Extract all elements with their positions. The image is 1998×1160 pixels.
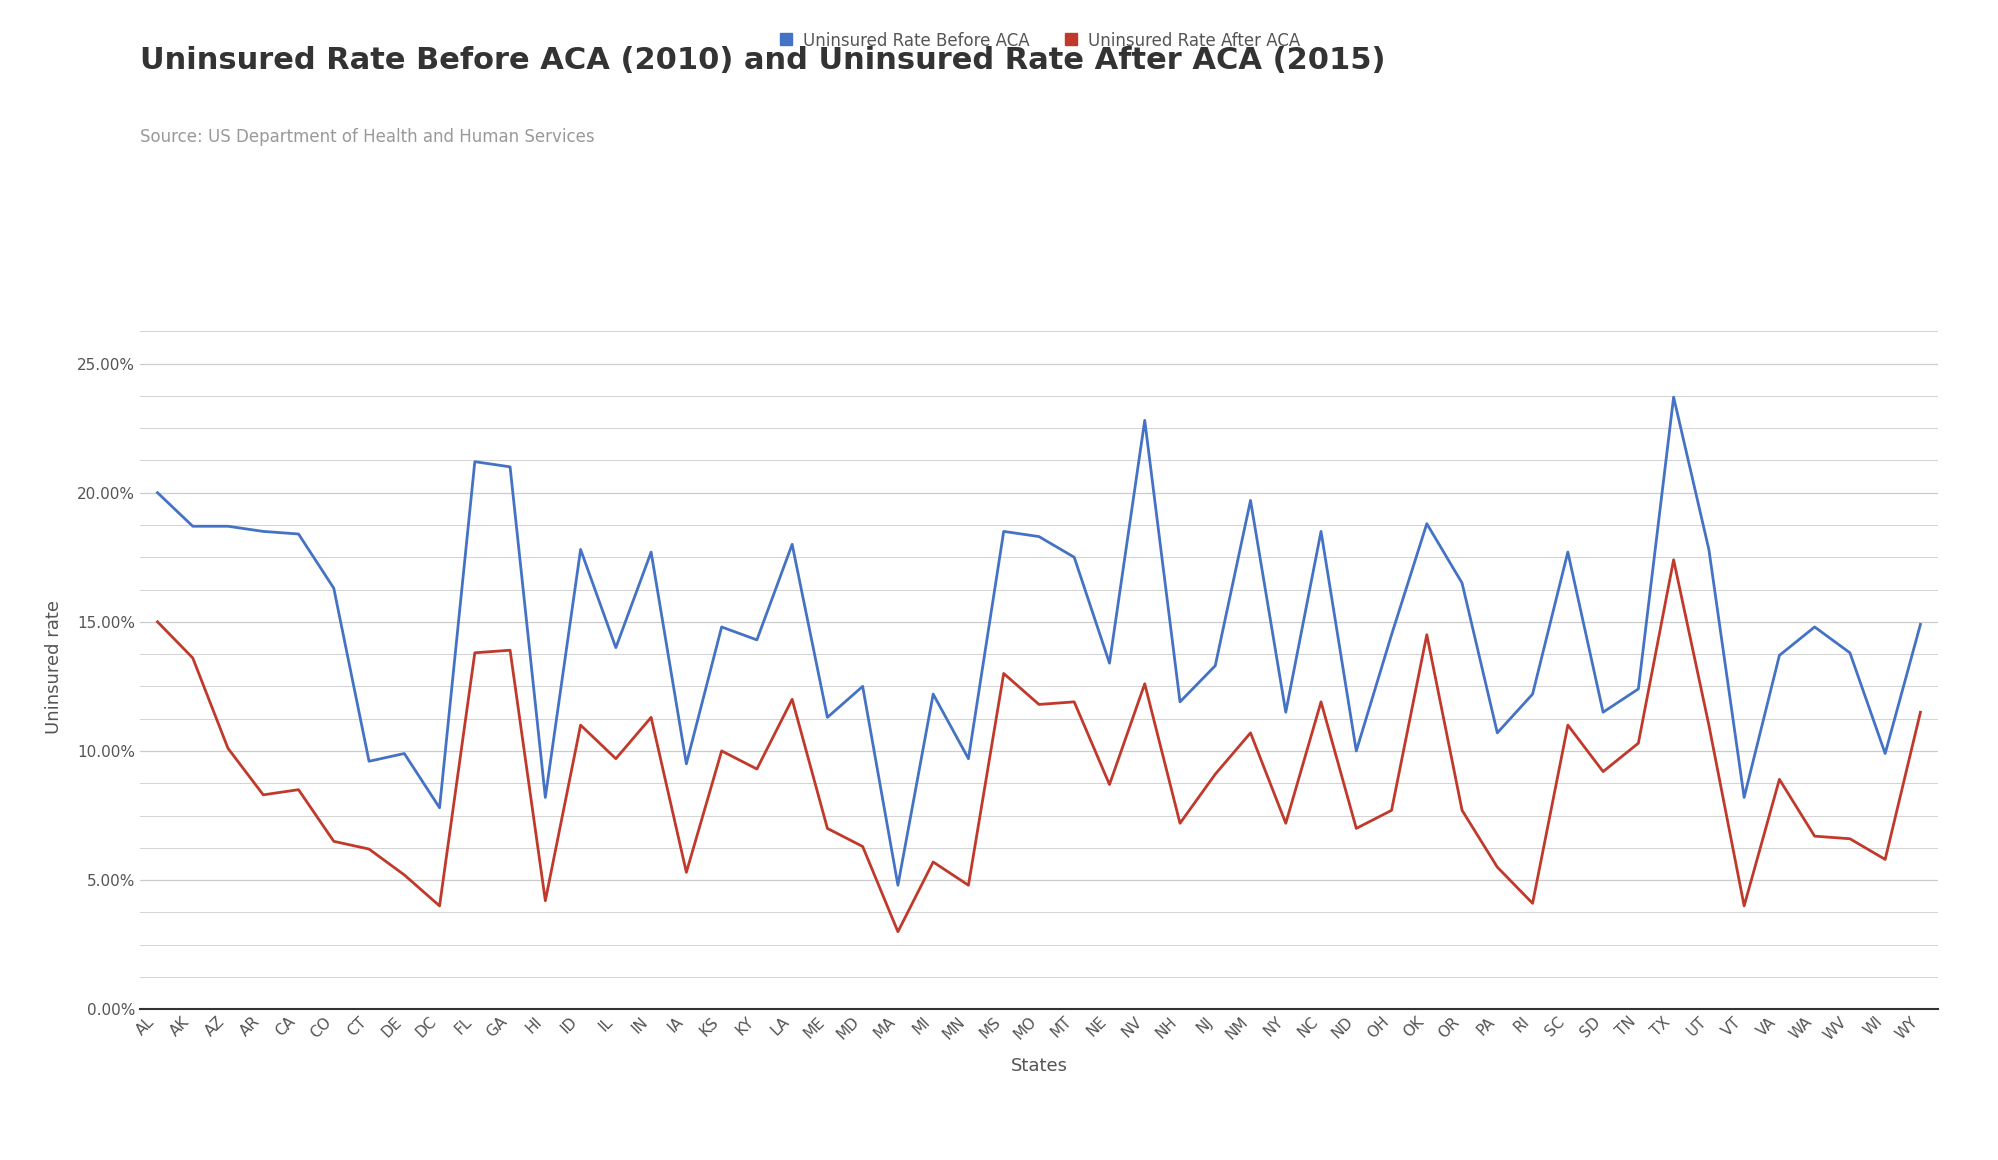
Uninsured Rate Before ACA xyxy=(885,878,909,892)
Uninsured Rate Before ACA xyxy=(709,619,733,633)
Uninsured Rate Before ACA xyxy=(1345,744,1369,757)
Uninsured Rate After ACA xyxy=(146,615,170,629)
Uninsured Rate After ACA xyxy=(709,744,733,757)
Uninsured Rate Before ACA xyxy=(533,790,557,804)
Uninsured Rate Before ACA xyxy=(1874,747,1898,761)
Text: Uninsured Rate Before ACA (2010) and Uninsured Rate After ACA (2015): Uninsured Rate Before ACA (2010) and Uni… xyxy=(140,46,1385,75)
Uninsured Rate After ACA xyxy=(1451,804,1475,818)
Y-axis label: Uninsured rate: Uninsured rate xyxy=(46,600,64,734)
Uninsured Rate Before ACA xyxy=(1908,617,1932,631)
Uninsured Rate After ACA xyxy=(1874,853,1898,867)
Text: Source: US Department of Health and Human Services: Source: US Department of Health and Huma… xyxy=(140,128,595,146)
Uninsured Rate Before ACA xyxy=(146,486,170,500)
Uninsured Rate After ACA xyxy=(1662,553,1686,567)
Uninsured Rate Before ACA xyxy=(675,756,699,770)
Line: Uninsured Rate After ACA: Uninsured Rate After ACA xyxy=(158,560,1920,931)
Uninsured Rate Before ACA xyxy=(1662,390,1686,404)
Legend: Uninsured Rate Before ACA, Uninsured Rate After ACA: Uninsured Rate Before ACA, Uninsured Rat… xyxy=(771,26,1307,57)
Uninsured Rate After ACA xyxy=(885,925,909,938)
Uninsured Rate After ACA xyxy=(1345,821,1369,835)
X-axis label: States: States xyxy=(1011,1057,1067,1074)
Uninsured Rate After ACA xyxy=(675,865,699,879)
Uninsured Rate Before ACA xyxy=(1451,577,1475,590)
Line: Uninsured Rate Before ACA: Uninsured Rate Before ACA xyxy=(158,397,1920,885)
Uninsured Rate After ACA xyxy=(1908,705,1932,719)
Uninsured Rate After ACA xyxy=(533,893,557,907)
